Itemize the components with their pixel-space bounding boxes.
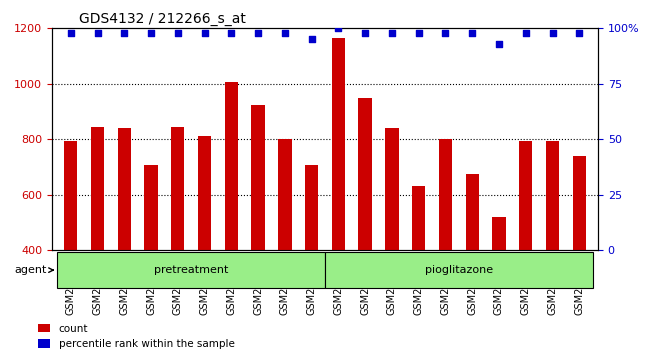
Bar bbox=[91, 127, 104, 250]
Point bbox=[360, 30, 370, 36]
Legend: count, percentile rank within the sample: count, percentile rank within the sample bbox=[38, 324, 235, 349]
Bar bbox=[465, 174, 479, 250]
Bar bbox=[492, 217, 506, 250]
Point bbox=[333, 25, 344, 31]
Bar bbox=[305, 165, 318, 250]
Point bbox=[387, 30, 397, 36]
Point bbox=[173, 30, 183, 36]
Point bbox=[467, 30, 477, 36]
Point bbox=[66, 30, 76, 36]
Bar bbox=[225, 82, 238, 250]
Point bbox=[574, 30, 584, 36]
Bar bbox=[278, 139, 292, 250]
Bar bbox=[198, 136, 211, 250]
Point bbox=[92, 30, 103, 36]
Bar bbox=[439, 139, 452, 250]
FancyBboxPatch shape bbox=[325, 252, 593, 288]
Point bbox=[226, 30, 237, 36]
Text: pretreatment: pretreatment bbox=[154, 265, 228, 275]
Point bbox=[119, 30, 129, 36]
Bar bbox=[519, 141, 532, 250]
Point bbox=[494, 41, 504, 47]
Bar bbox=[171, 127, 185, 250]
Bar bbox=[64, 141, 77, 250]
Point bbox=[200, 30, 210, 36]
Bar bbox=[412, 186, 425, 250]
Bar bbox=[573, 156, 586, 250]
Point bbox=[521, 30, 531, 36]
Bar bbox=[332, 38, 345, 250]
Text: pioglitazone: pioglitazone bbox=[424, 265, 493, 275]
Bar bbox=[546, 141, 559, 250]
Point bbox=[253, 30, 263, 36]
Point bbox=[547, 30, 558, 36]
Text: agent: agent bbox=[14, 265, 53, 275]
Point bbox=[146, 30, 156, 36]
Point bbox=[280, 30, 290, 36]
Point bbox=[306, 36, 317, 42]
Point bbox=[413, 30, 424, 36]
FancyBboxPatch shape bbox=[57, 252, 325, 288]
Point bbox=[440, 30, 450, 36]
Bar bbox=[118, 128, 131, 250]
Bar bbox=[252, 104, 265, 250]
Bar bbox=[358, 98, 372, 250]
Bar bbox=[144, 165, 158, 250]
Bar bbox=[385, 128, 398, 250]
Text: GDS4132 / 212266_s_at: GDS4132 / 212266_s_at bbox=[79, 12, 246, 26]
